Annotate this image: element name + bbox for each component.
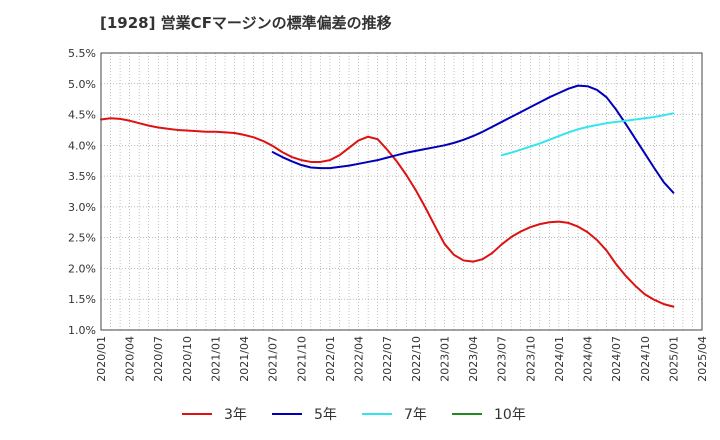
x-tick-label: 2024/01	[553, 336, 566, 382]
series-lines	[100, 84, 675, 308]
y-tick-label: 1.0%	[68, 324, 96, 337]
legend-label-1: 5年	[314, 407, 337, 423]
legend-label-0: 3年	[224, 407, 247, 423]
series-line-2	[500, 112, 675, 157]
x-tick-label: 2021/07	[267, 336, 280, 382]
x-tick-label: 2021/04	[238, 336, 251, 382]
legend-label-3: 10年	[494, 407, 526, 423]
x-tick-label: 2021/01	[209, 336, 222, 382]
x-tick-label: 2025/01	[667, 336, 680, 382]
series-line-0	[100, 117, 675, 308]
x-tick-label: 2021/10	[295, 336, 308, 382]
y-tick-label: 5.0%	[68, 78, 96, 91]
y-tick-label: 2.5%	[68, 232, 96, 245]
y-tick-label: 3.5%	[68, 170, 96, 183]
x-tick-label: 2022/04	[353, 336, 366, 382]
legend: 3年 5年 7年 10年	[182, 407, 526, 423]
y-tick-label: 4.0%	[68, 139, 96, 152]
x-tick-label: 2024/10	[639, 336, 652, 382]
legend-label-2: 7年	[404, 407, 427, 423]
x-tick-label: 2023/01	[438, 336, 451, 382]
y-tick-label: 3.0%	[68, 201, 96, 214]
x-tick-label: 2022/01	[324, 336, 337, 382]
x-tick-label: 2025/04	[696, 336, 709, 382]
x-tick-label: 2020/10	[181, 336, 194, 382]
x-tick-label: 2020/07	[152, 336, 165, 382]
plot-area	[101, 53, 702, 330]
x-tick-label: 2022/10	[410, 336, 423, 382]
y-tick-label: 1.5%	[68, 293, 96, 306]
x-tick-label: 2020/01	[95, 336, 108, 382]
series-line-1	[271, 84, 675, 194]
plot-border	[100, 52, 703, 331]
y-axis-ticks: 1.0% 1.5% 2.0% 2.5% 3.0% 3.5% 4.0% 4.5% 5.0% 5.5%	[68, 47, 96, 337]
x-tick-label: 2023/07	[496, 336, 509, 382]
chart-title: [1928] 営業CFマージンの標準偏差の推移	[100, 14, 392, 32]
y-tick-label: 4.5%	[68, 109, 96, 122]
x-tick-label: 2024/04	[582, 336, 595, 382]
x-tick-label: 2022/07	[381, 336, 394, 382]
y-tick-label: 5.5%	[68, 47, 96, 60]
x-tick-label: 2024/07	[610, 336, 623, 382]
x-tick-label: 2023/04	[467, 336, 480, 382]
x-tick-label: 2023/10	[524, 336, 537, 382]
y-tick-label: 2.0%	[68, 262, 96, 275]
x-axis-ticks: 2020/01 2020/04 2020/07 2020/10 2021/01 2021/…	[95, 336, 709, 382]
x-tick-label: 2020/04	[124, 336, 137, 382]
